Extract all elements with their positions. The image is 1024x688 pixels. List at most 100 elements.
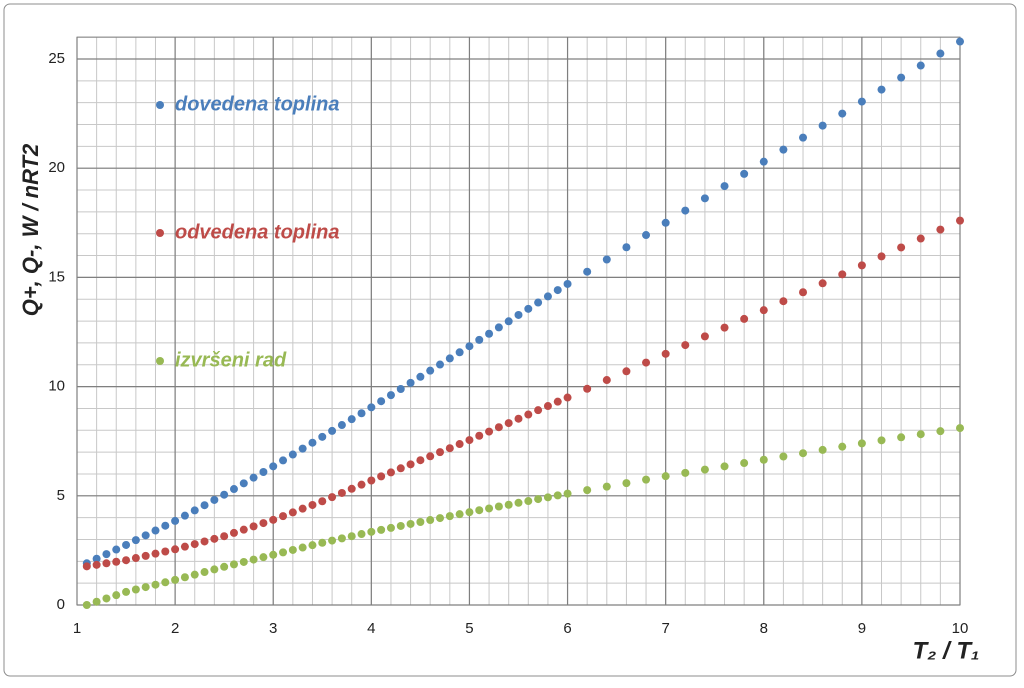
point <box>534 495 543 504</box>
point <box>269 515 278 524</box>
legend-label: izvršeni rad <box>175 349 287 371</box>
point <box>180 542 189 551</box>
point <box>700 332 709 341</box>
point <box>171 545 180 554</box>
point <box>514 310 523 319</box>
x-tick-label: 6 <box>563 620 571 637</box>
point <box>298 504 307 513</box>
point <box>514 414 523 423</box>
point <box>553 286 562 295</box>
grid <box>76 36 961 606</box>
point <box>386 523 395 532</box>
y-tick-label: 0 <box>57 596 65 613</box>
point <box>367 403 376 412</box>
point <box>141 531 150 540</box>
point <box>259 467 268 476</box>
point <box>857 439 866 448</box>
point <box>249 555 258 564</box>
x-tick-label: 3 <box>269 620 277 637</box>
point <box>740 459 749 468</box>
point <box>514 498 523 507</box>
point <box>681 341 690 350</box>
point <box>543 493 552 502</box>
point <box>180 573 189 582</box>
point <box>956 37 964 46</box>
point <box>229 528 238 537</box>
point <box>122 556 131 565</box>
point <box>102 594 111 603</box>
point <box>553 397 562 406</box>
legend-marker <box>156 357 164 365</box>
point <box>279 548 288 557</box>
point <box>92 554 101 563</box>
point <box>956 216 964 225</box>
point <box>622 243 631 252</box>
point <box>583 267 592 276</box>
point <box>318 538 327 547</box>
point <box>779 297 788 306</box>
point <box>818 121 827 130</box>
point <box>475 506 484 515</box>
point <box>102 559 111 568</box>
point <box>200 501 209 510</box>
point <box>220 490 229 499</box>
point <box>740 314 749 323</box>
point <box>563 393 572 402</box>
point <box>131 554 140 563</box>
point <box>288 450 297 459</box>
point <box>112 545 121 554</box>
point <box>308 438 317 447</box>
point <box>799 288 808 297</box>
point <box>504 419 513 428</box>
point <box>720 462 729 471</box>
point <box>524 304 533 313</box>
point <box>681 468 690 477</box>
plot <box>82 37 964 609</box>
x-tick-label: 5 <box>465 620 473 637</box>
point <box>259 519 268 528</box>
point <box>161 521 170 530</box>
point <box>534 406 543 415</box>
point <box>210 534 219 543</box>
point <box>377 472 386 481</box>
point <box>936 427 945 436</box>
point <box>396 521 405 530</box>
legend-label: dovedena toplina <box>175 93 339 115</box>
point <box>661 349 670 358</box>
point <box>337 534 346 543</box>
point <box>406 519 415 528</box>
point <box>877 436 886 445</box>
point <box>249 522 258 531</box>
point <box>367 476 376 485</box>
point <box>288 508 297 517</box>
point <box>328 536 337 545</box>
point <box>161 547 170 556</box>
point <box>190 570 199 579</box>
point <box>171 516 180 525</box>
point <box>475 431 484 440</box>
point <box>112 591 121 600</box>
point <box>524 410 533 419</box>
point <box>122 587 131 596</box>
point <box>298 444 307 453</box>
y-tick-label: 10 <box>48 378 65 395</box>
x-tick-label: 9 <box>858 620 866 637</box>
point <box>416 456 425 465</box>
legend-marker <box>156 101 164 109</box>
point <box>288 545 297 554</box>
point <box>455 510 464 519</box>
point <box>818 445 827 454</box>
point <box>857 261 866 270</box>
point <box>504 500 513 509</box>
point <box>720 323 729 332</box>
point <box>406 378 415 387</box>
point <box>583 486 592 495</box>
point <box>504 317 513 326</box>
point <box>426 452 435 461</box>
point <box>200 568 209 577</box>
x-axis-label: T₂ / T₁ <box>913 637 980 664</box>
point <box>543 402 552 411</box>
point <box>543 292 552 301</box>
point <box>494 502 503 511</box>
